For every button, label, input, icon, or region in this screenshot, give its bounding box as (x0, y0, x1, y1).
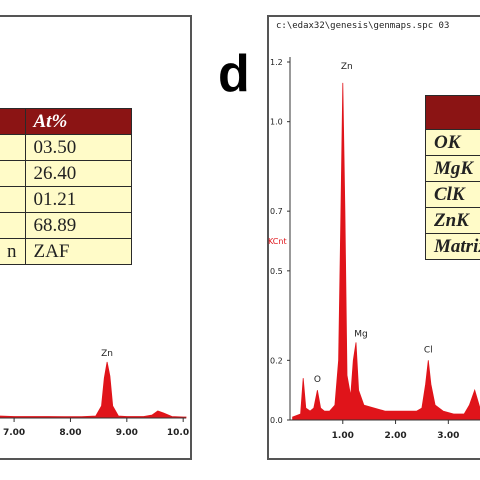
panel-d-spectrum: 1.2 1.0 0.7 0.5 0.2 0.0 KCnt 1.00 2.00 3.00 Zn O Mg C… (268, 57, 480, 441)
table-cell: 68.89 (24, 212, 132, 239)
table-cell-blank (0, 160, 26, 187)
panel-d-table: OK MgK ClK ZnK Matrix (425, 95, 480, 260)
peak-label: Zn (341, 62, 353, 72)
table-cell-partial: n (0, 238, 26, 265)
table-cell-blank (0, 212, 26, 239)
table-cell: OK (425, 129, 480, 156)
table-cell: ZnK (425, 207, 480, 234)
x-tick-label: 1.00 (332, 431, 354, 441)
spectrum-series (292, 82, 480, 421)
table-cell-blank (0, 186, 26, 213)
peak-label: Mg (354, 329, 367, 339)
x-tick-label: 7.00 (3, 428, 25, 438)
panel-c-spectrum: 7.00 8.00 9.00 10.0 Zn (0, 349, 189, 438)
table-cell: 03.50 (24, 134, 132, 161)
table-cell: 01.21 (24, 186, 132, 213)
y-tick-label: 1.0 (270, 118, 283, 127)
peak-label: Zn (101, 349, 113, 359)
x-tick-label: 3.00 (437, 431, 459, 441)
y-tick-label: 0.0 (270, 416, 283, 425)
table-header-blank (0, 108, 26, 135)
table-cell: Matrix (425, 233, 480, 260)
panel-d-letter: d (218, 45, 250, 103)
table-cell: ZAF (24, 238, 132, 265)
x-tick-label: 10.0 (167, 428, 189, 438)
x-tick-label: 9.00 (116, 428, 138, 438)
x-tick-label: 2.00 (384, 431, 406, 441)
x-tick-label: 8.00 (59, 428, 81, 438)
y-tick-label: 0.2 (270, 356, 283, 365)
spectrum-file-path: c:\edax32\genesis\genmaps.spc 03 (276, 21, 450, 31)
y-tick-label: 1.2 (270, 58, 283, 67)
table-cell: ClK (425, 181, 480, 208)
y-tick-label: 0.5 (270, 267, 283, 276)
table-header-blank (425, 95, 480, 130)
spectrum-series (0, 361, 187, 419)
peak-label: Cl (424, 345, 433, 355)
table-header-at: At% (24, 108, 132, 135)
y-axis-label: KCnt (268, 237, 287, 246)
table-cell-blank (0, 134, 26, 161)
y-tick-label: 0.7 (270, 207, 283, 216)
table-cell: 26.40 (24, 160, 132, 187)
table-cell: MgK (425, 155, 480, 182)
peak-label: O (314, 375, 321, 385)
panel-c-table: At% 03.50 26.40 01.21 68.89 n ZAF (0, 108, 132, 265)
